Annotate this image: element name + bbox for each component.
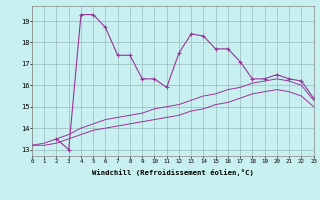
X-axis label: Windchill (Refroidissement éolien,°C): Windchill (Refroidissement éolien,°C) [92, 169, 254, 176]
